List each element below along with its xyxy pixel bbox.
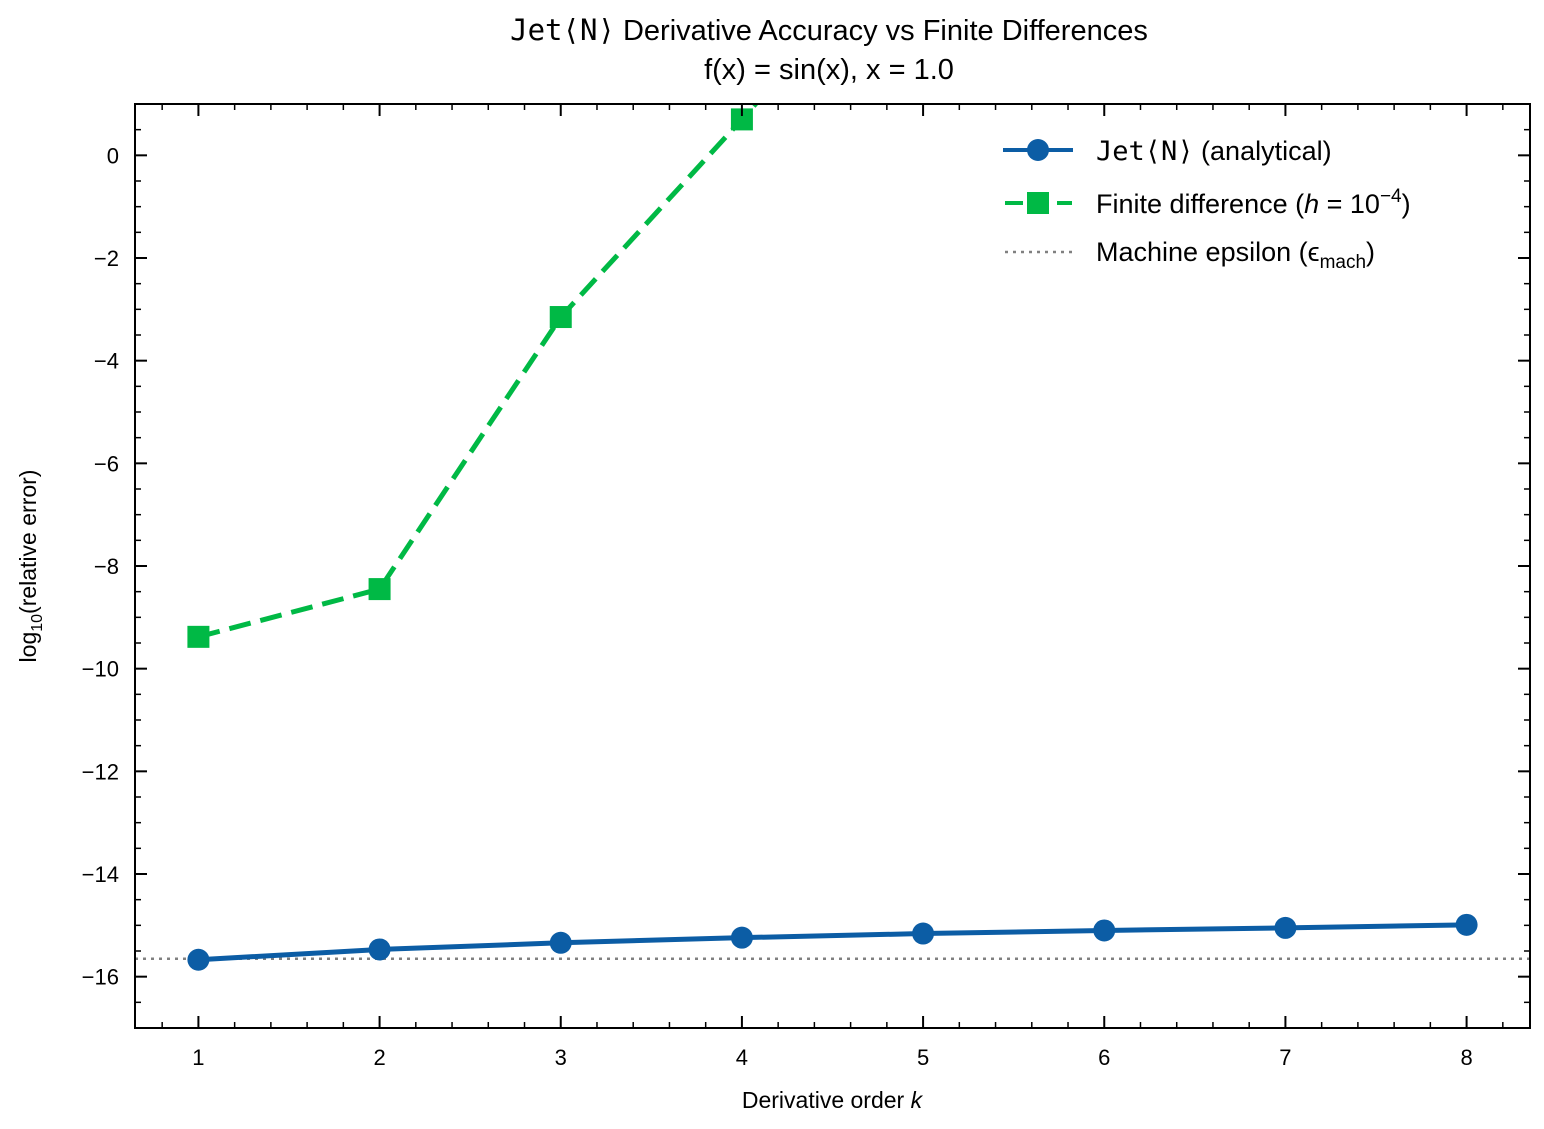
x-tick-label: 2 [373, 1045, 385, 1070]
legend-square-marker [1027, 192, 1049, 214]
title-mono: Jet⟨N⟩ [510, 13, 615, 47]
jet-data-point [1274, 916, 1297, 939]
y-axis-label: log10(relative error) [15, 470, 46, 663]
x-tick-label: 3 [555, 1045, 567, 1070]
jet-data-point [368, 938, 391, 961]
x-tick-label: 1 [192, 1045, 204, 1070]
svg-text:Machine epsilon (ϵmach): Machine epsilon (ϵmach) [1096, 237, 1375, 273]
y-label-suffix: (relative error) [15, 470, 41, 614]
legend-jet-rest: (analytical) [1194, 136, 1332, 166]
y-label-prefix: log [15, 632, 41, 663]
finite-difference-data-point [368, 578, 391, 601]
legend-fd-sup: −4 [1380, 186, 1402, 207]
y-label-sub: 10 [29, 614, 46, 632]
legend-eps-symbol: ϵ [1308, 237, 1320, 267]
legend-fd-close: ) [1402, 189, 1411, 219]
y-tick-label: 0 [107, 143, 119, 168]
x-tick-label: 6 [1098, 1045, 1110, 1070]
finite-difference-data-point [549, 306, 572, 329]
svg-text:Jet⟨N⟩ (analytical): Jet⟨N⟩ (analytical) [1096, 136, 1332, 167]
legend: Jet⟨N⟩ (analytical) Finite difference (h… [1003, 136, 1411, 273]
y-tick-label: −4 [94, 349, 119, 374]
svg-text:Finite difference (h = 10−4): Finite difference (h = 10−4) [1096, 186, 1411, 219]
finite-difference-data-point [187, 625, 210, 648]
legend-fd-text: Finite difference ( [1096, 189, 1304, 219]
legend-jet-mono: Jet⟨N⟩ [1096, 136, 1194, 167]
y-tick-label: −16 [82, 965, 119, 990]
jet-data-point [187, 948, 210, 971]
chart-title-line1: Jet⟨N⟩ Derivative Accuracy vs Finite Dif… [510, 13, 1148, 47]
x-tick-label: 4 [736, 1045, 748, 1070]
legend-eps-text: Machine epsilon ( [1096, 237, 1308, 267]
x-label-text: Derivative order [742, 1087, 911, 1113]
x-tick-label: 8 [1460, 1045, 1472, 1070]
jet-data-point [1455, 913, 1478, 936]
x-tick-label: 5 [917, 1045, 929, 1070]
jet-analytical-line [198, 922, 1467, 963]
x-tick-label: 7 [1279, 1045, 1291, 1070]
finite-difference-data-point [730, 108, 753, 131]
legend-eps-close: ) [1366, 237, 1375, 267]
legend-item-eps: Machine epsilon (ϵmach) [1005, 237, 1375, 273]
y-tick-label: −6 [94, 451, 119, 476]
legend-fd-h: h [1304, 189, 1319, 219]
legend-item-jet: Jet⟨N⟩ (analytical) [1003, 136, 1332, 167]
plot-frame [134, 103, 1531, 1029]
x-axis-label: Derivative order k [742, 1087, 924, 1113]
y-tick-label: −8 [94, 554, 119, 579]
title-rest: Derivative Accuracy vs Finite Difference… [615, 15, 1148, 47]
x-label-var: k [911, 1087, 924, 1113]
y-tick-label: −2 [94, 246, 119, 271]
legend-fd-eq: = 10 [1319, 189, 1380, 219]
legend-item-fd: Finite difference (h = 10−4) [1005, 186, 1411, 219]
y-tick-label: −12 [82, 759, 119, 784]
jet-data-point [1093, 919, 1116, 942]
y-tick-label: −14 [82, 862, 119, 887]
jet-data-point [912, 922, 935, 945]
chart-title-line2: f(x) = sin(x), x = 1.0 [704, 54, 954, 86]
y-tick-label: −10 [82, 657, 119, 682]
jet-data-point [549, 931, 572, 954]
jet-data-point [730, 926, 753, 949]
legend-circle-marker [1027, 139, 1049, 161]
legend-eps-sub: mach [1320, 252, 1366, 273]
